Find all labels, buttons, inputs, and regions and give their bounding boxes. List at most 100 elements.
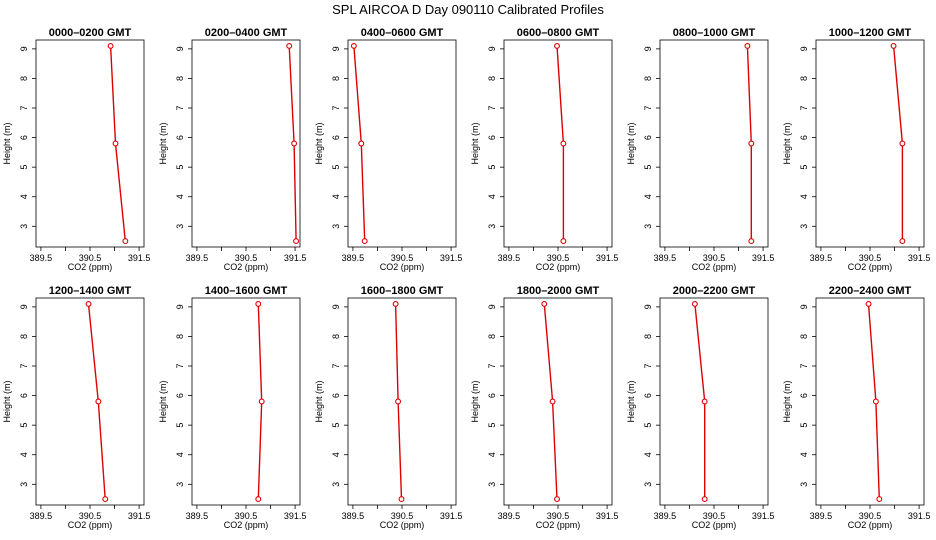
panel-title: 1200–1400 GMT (49, 285, 132, 297)
panel-9: 1600–1800 GMT 389.5 390.5 391.5 CO2 (ppm) 3 4 5… (314, 285, 462, 530)
y-axis-label: Height (m) (2, 122, 12, 164)
y-tick-label: 9 (799, 304, 809, 309)
y-tick-label: 8 (175, 334, 185, 339)
y-tick-label: 8 (643, 76, 653, 81)
x-tick-label: 391.5 (440, 511, 463, 521)
data-point (744, 42, 751, 49)
x-tick-label: 390.5 (859, 511, 882, 521)
x-tick-label: 389.5 (186, 511, 209, 521)
y-tick-label: 5 (799, 423, 809, 428)
y-tick-label: 3 (643, 482, 653, 487)
y-tick-label: 4 (643, 452, 653, 457)
panel-1: 0000–0200 GMT 389.5 390.5 391.5 CO2 (ppm) 3 4 5… (2, 27, 150, 272)
y-tick-label: 9 (487, 46, 497, 51)
y-tick-label: 8 (799, 76, 809, 81)
y-tick-label: 8 (331, 76, 341, 81)
data-point (701, 496, 708, 503)
panel-title: 0600–0800 GMT (517, 27, 600, 39)
y-axis-label: Height (m) (626, 380, 636, 422)
y-tick-label: 3 (487, 482, 497, 487)
data-point (255, 496, 262, 503)
y-tick-label: 4 (487, 194, 497, 199)
x-tick-label: 389.5 (654, 253, 677, 263)
y-tick-label: 7 (487, 364, 497, 369)
y-tick-label: 5 (19, 423, 29, 428)
x-tick-label: 391.5 (908, 511, 931, 521)
y-tick-label: 9 (175, 304, 185, 309)
y-tick-label: 5 (19, 165, 29, 170)
data-point (554, 42, 560, 49)
panels-grid: 0000–0200 GMT 389.5 390.5 391.5 CO2 (ppm) 3 4 5… (2, 27, 930, 530)
panel-11: 2000–2200 GMT 389.5 390.5 391.5 CO2 (ppm) 3 4 5… (626, 285, 774, 530)
x-tick-label: 389.5 (342, 253, 365, 263)
y-tick-label: 4 (331, 452, 341, 457)
data-point (560, 140, 567, 147)
x-tick-label: 389.5 (654, 511, 677, 521)
y-tick-label: 9 (331, 304, 341, 309)
y-tick-label: 3 (643, 224, 653, 229)
data-point (701, 398, 708, 405)
y-tick-label: 8 (19, 334, 29, 339)
data-point (122, 238, 129, 245)
data-point (358, 140, 365, 147)
y-tick-label: 9 (799, 46, 809, 51)
x-axis-label: CO2 (ppm) (224, 520, 269, 530)
data-point (350, 42, 357, 49)
x-axis-label: CO2 (ppm) (692, 262, 737, 272)
plot-frame (35, 39, 145, 248)
data-point (549, 398, 556, 405)
data-point (291, 140, 298, 147)
data-point (395, 398, 402, 405)
panel-10: 1800–2000 GMT 389.5 390.5 391.5 CO2 (ppm) 3 4 5… (470, 285, 618, 530)
panel-7: 1200–1400 GMT 389.5 390.5 391.5 CO2 (ppm) 3 4 5… (2, 285, 150, 530)
y-tick-label: 5 (331, 423, 341, 428)
x-tick-label: 389.5 (30, 511, 53, 521)
y-tick-label: 7 (19, 106, 29, 111)
y-tick-label: 8 (487, 334, 497, 339)
y-tick-label: 5 (487, 423, 497, 428)
x-tick-label: 391.5 (596, 253, 619, 263)
x-axis-label: CO2 (ppm) (848, 520, 893, 530)
y-axis-label: Height (m) (782, 380, 792, 422)
data-point (872, 398, 879, 405)
data-point (560, 238, 567, 245)
plot-frame (815, 39, 925, 248)
y-tick-label: 5 (487, 165, 497, 170)
y-tick-label: 4 (799, 452, 809, 457)
x-axis-label: CO2 (ppm) (380, 262, 425, 272)
panel-6: 1000–1200 GMT 389.5 390.5 391.5 CO2 (ppm) 3 4 5… (782, 27, 930, 272)
panel-title: 1600–1800 GMT (361, 285, 444, 297)
data-point (85, 300, 92, 307)
y-tick-label: 7 (19, 364, 29, 369)
data-point (392, 300, 399, 307)
y-tick-label: 6 (799, 135, 809, 140)
y-tick-label: 7 (175, 364, 185, 369)
x-tick-label: 391.5 (440, 253, 463, 263)
y-tick-label: 3 (175, 224, 185, 229)
x-tick-label: 390.5 (703, 253, 726, 263)
y-tick-label: 4 (175, 452, 185, 457)
y-tick-label: 6 (643, 393, 653, 398)
y-tick-label: 6 (175, 135, 185, 140)
x-axis-label: CO2 (ppm) (536, 262, 581, 272)
x-axis-label: CO2 (ppm) (224, 262, 269, 272)
y-tick-label: 8 (799, 334, 809, 339)
plot-frame (347, 297, 457, 506)
y-tick-label: 7 (331, 106, 341, 111)
y-axis-label: Height (m) (470, 380, 480, 422)
y-tick-label: 7 (799, 106, 809, 111)
x-tick-label: 390.5 (547, 253, 570, 263)
x-tick-label: 391.5 (908, 253, 931, 263)
panel-title: 1400–1600 GMT (205, 285, 288, 297)
y-tick-label: 4 (643, 194, 653, 199)
data-point (554, 496, 560, 503)
y-axis-label: Height (m) (2, 380, 12, 422)
x-tick-label: 389.5 (30, 253, 53, 263)
data-point (286, 42, 293, 49)
figure-title: SPL AIRCOA D Day 090110 Calibrated Profi… (332, 2, 604, 17)
y-tick-label: 9 (331, 46, 341, 51)
y-tick-label: 7 (643, 106, 653, 111)
data-point (361, 238, 368, 245)
x-tick-label: 389.5 (498, 511, 521, 521)
